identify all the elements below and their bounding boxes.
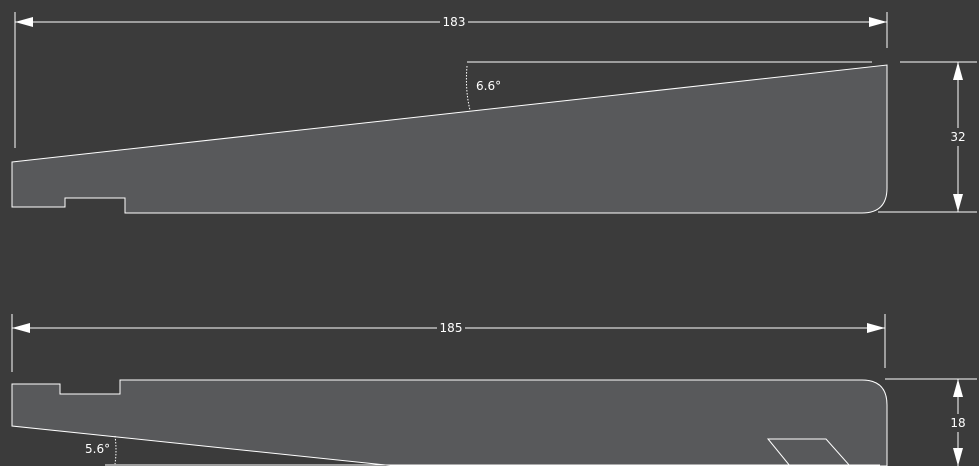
top-height-arrow-bottom [953,194,963,212]
top-length-arrow-right [869,17,887,27]
top-angle-label: 6.6° [476,79,501,93]
top-part-body [11,64,888,214]
top-height-label: 32 [950,130,965,144]
bottom-length-arrow-left [12,323,30,333]
top-height-arrow-top [953,62,963,80]
bottom-part-body [11,379,888,466]
bottom-angle-label: 5.6° [85,442,110,456]
bottom-view: 5.6° 185 18 [11,314,977,466]
top-length-label: 183 [443,15,466,29]
bottom-angle-arc [114,435,117,465]
bottom-height-label: 18 [950,416,965,430]
bottom-height-arrow-bottom [953,448,963,466]
bottom-length-arrow-right [867,323,885,333]
top-angle-arc [465,65,471,111]
bottom-part-cutout [766,438,851,466]
top-length-arrow-left [15,17,33,27]
bottom-height-arrow-top [953,379,963,397]
bottom-length-label: 185 [440,321,463,335]
top-view: 6.6° 183 32 [11,12,977,214]
